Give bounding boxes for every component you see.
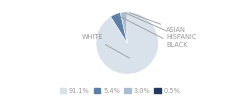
Text: ASIAN: ASIAN	[129, 13, 186, 33]
Wedge shape	[96, 12, 158, 74]
Legend: 91.1%, 5.4%, 3.0%, 0.5%: 91.1%, 5.4%, 3.0%, 0.5%	[57, 85, 183, 97]
Text: BLACK: BLACK	[118, 15, 188, 48]
Text: WHITE: WHITE	[82, 34, 130, 58]
Text: HISPANIC: HISPANIC	[126, 13, 197, 40]
Wedge shape	[111, 13, 127, 43]
Wedge shape	[126, 12, 127, 43]
Wedge shape	[120, 12, 127, 43]
